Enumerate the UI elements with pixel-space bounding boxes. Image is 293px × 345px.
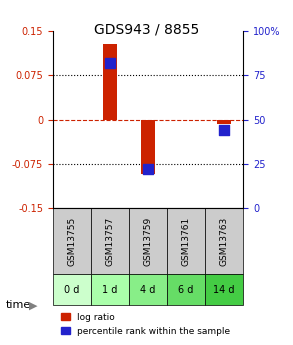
FancyBboxPatch shape: [167, 275, 205, 305]
Text: 14 d: 14 d: [213, 285, 235, 295]
Bar: [141, 120, 155, 175]
FancyBboxPatch shape: [205, 275, 243, 305]
Text: GSM13759: GSM13759: [144, 217, 152, 266]
FancyBboxPatch shape: [129, 275, 167, 305]
Bar: [103, 44, 117, 120]
FancyBboxPatch shape: [53, 275, 91, 305]
FancyBboxPatch shape: [53, 208, 91, 275]
Text: 0 d: 0 d: [64, 285, 79, 295]
FancyBboxPatch shape: [129, 208, 167, 275]
Point: [222, 127, 226, 133]
Legend: log ratio, percentile rank within the sample: log ratio, percentile rank within the sa…: [57, 309, 234, 339]
Text: ▶: ▶: [29, 300, 38, 310]
Bar: [217, 120, 231, 124]
Text: 1 d: 1 d: [102, 285, 117, 295]
Text: 6 d: 6 d: [178, 285, 194, 295]
Text: GSM13763: GSM13763: [220, 217, 229, 266]
FancyBboxPatch shape: [205, 208, 243, 275]
FancyBboxPatch shape: [91, 208, 129, 275]
FancyBboxPatch shape: [167, 208, 205, 275]
Text: GSM13755: GSM13755: [67, 217, 76, 266]
Text: 4 d: 4 d: [140, 285, 156, 295]
Text: GSM13757: GSM13757: [105, 217, 114, 266]
Text: GSM13761: GSM13761: [182, 217, 190, 266]
Text: GDS943 / 8855: GDS943 / 8855: [94, 22, 199, 37]
Text: time: time: [6, 300, 31, 310]
FancyBboxPatch shape: [91, 275, 129, 305]
Point: [108, 60, 112, 66]
Point: [146, 166, 150, 172]
